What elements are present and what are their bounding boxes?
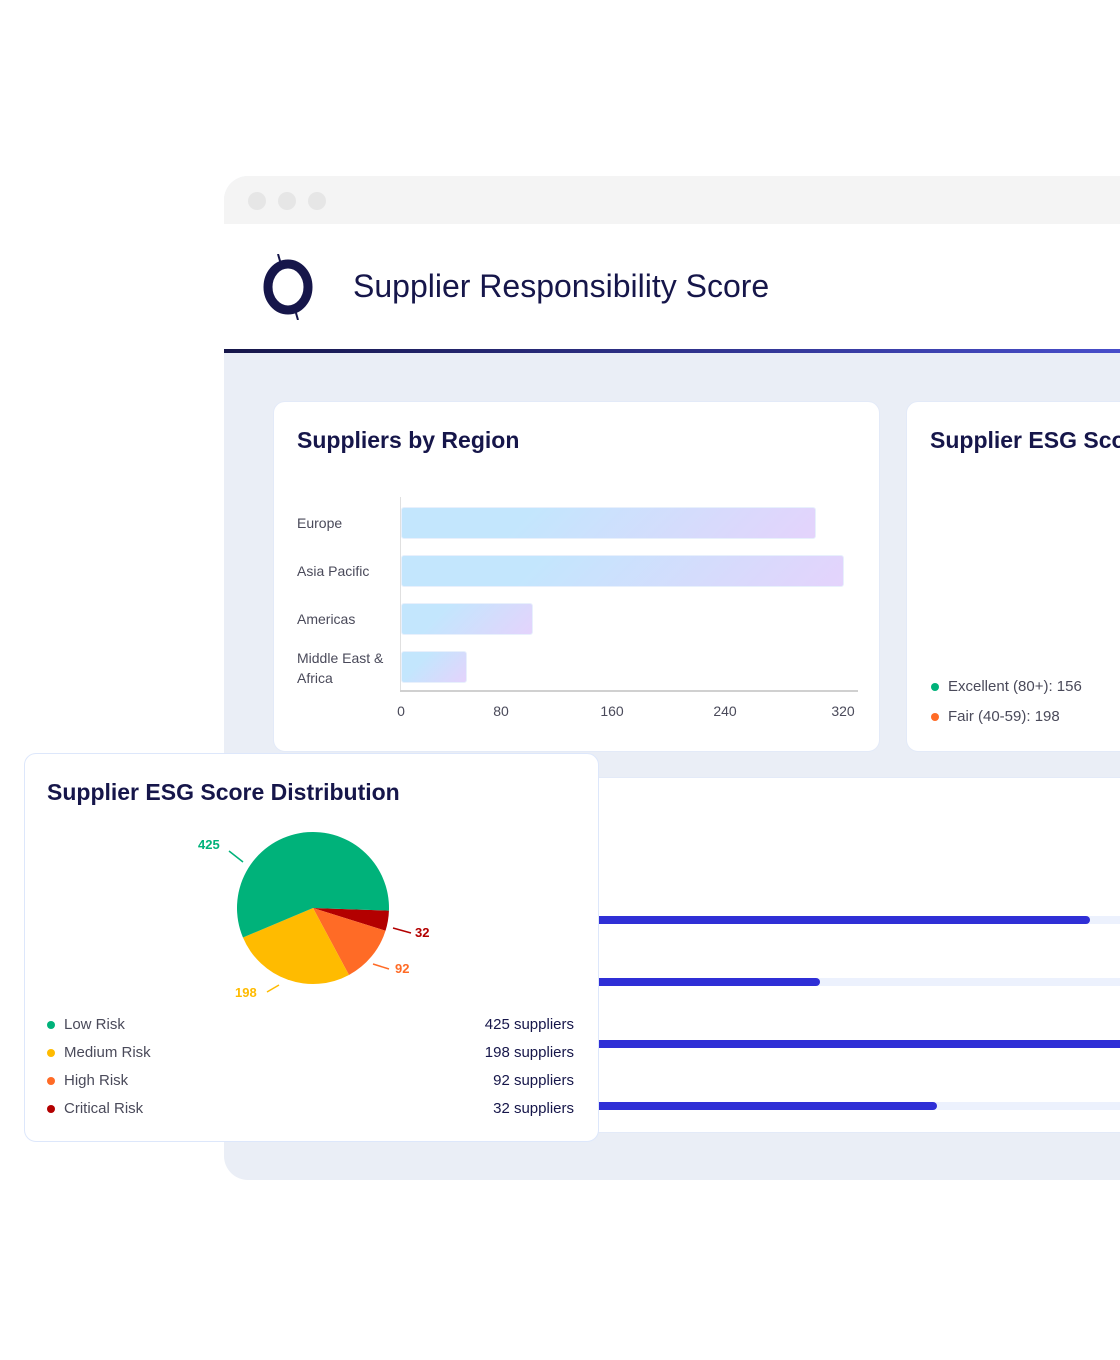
- pie-data-label: 425: [198, 837, 220, 852]
- x-tick-label: 240: [713, 703, 737, 719]
- window-maximize-dot[interactable]: [308, 192, 326, 210]
- suppliers-by-region-card: Suppliers by Region Europe Asia Pacific Am…: [273, 401, 880, 752]
- pie-data-label: 198: [235, 985, 257, 1000]
- y-tick-label: Europe: [297, 515, 343, 531]
- legend-dot: [47, 1104, 55, 1113]
- bar[interactable]: [401, 603, 533, 635]
- card-title: Supplier ESG Score Distribution: [47, 779, 400, 805]
- y-tick-label: Asia Pacific: [297, 563, 370, 579]
- x-axis: [400, 690, 858, 692]
- legend-dot: [47, 1048, 55, 1057]
- progress-bar: [235, 916, 1120, 924]
- legend-label: Critical Risk: [47, 1100, 143, 1117]
- legend-value: 32 suppliers: [493, 1100, 574, 1117]
- page-title: Supplier Responsibility Score: [353, 268, 770, 304]
- window-close-dot[interactable]: [248, 192, 266, 210]
- x-tick-label: 0: [397, 703, 405, 719]
- legend-row: Medium Risk 198 suppliers: [47, 1044, 574, 1061]
- legend-item: Fair (40-59): 198: [931, 708, 1060, 725]
- legend-value: 92 suppliers: [493, 1072, 574, 1089]
- progress-fill: [235, 1040, 1120, 1048]
- progress-fill: [235, 916, 1090, 924]
- legend-label: High Risk: [47, 1072, 128, 1089]
- label-leader-line: [228, 850, 244, 863]
- legend-dot: [931, 712, 939, 721]
- esg-pie-chart: [228, 832, 412, 993]
- pie-data-label: 92: [395, 961, 410, 976]
- legend-dot: [47, 1076, 55, 1085]
- pie-slice[interactable]: [242, 908, 349, 984]
- pie-data-label: 32: [415, 925, 430, 940]
- y-tick-label: Middle East & Africa: [297, 650, 384, 686]
- legend-row: High Risk 92 suppliers: [47, 1072, 574, 1089]
- legend-label: Low Risk: [47, 1016, 125, 1033]
- card-title: Suppliers by Region: [297, 427, 520, 453]
- legend-row: Critical Risk 32 suppliers: [47, 1100, 574, 1117]
- header-divider: [224, 349, 1120, 353]
- browser-window: Supplier Responsibility Score Suppliers …: [224, 176, 1120, 1180]
- x-tick-label: 160: [600, 703, 624, 719]
- pie-slice[interactable]: [313, 908, 386, 975]
- legend-label: Excellent (80+): 156: [948, 678, 1082, 695]
- y-tick-label: Americas: [297, 611, 356, 627]
- pie-slice[interactable]: [237, 832, 389, 938]
- label-leader-line: [266, 984, 280, 993]
- x-tick-label: 320: [831, 703, 855, 719]
- legend-label: Fair (40-59): 198: [948, 708, 1060, 725]
- legend-row: Low Risk 425 suppliers: [47, 1016, 574, 1033]
- legend-dot: [931, 682, 939, 691]
- pie-slice[interactable]: [313, 908, 389, 931]
- label-leader-line: [392, 927, 412, 934]
- progress-bar: [235, 1040, 1120, 1048]
- legend-value: 425 suppliers: [484, 1016, 574, 1033]
- esg-score-card-back: Supplier ESG Score Distribution Excellen…: [906, 401, 1120, 752]
- logo-icon: [263, 254, 313, 320]
- y-axis: [400, 497, 401, 691]
- app-header: Supplier Responsibility Score: [224, 224, 1120, 349]
- card-title: Supplier ESG Score Distribution: [930, 427, 1120, 453]
- window-minimize-dot[interactable]: [278, 192, 296, 210]
- legend-label: Medium Risk: [47, 1044, 151, 1061]
- legend-item: Excellent (80+): 156: [931, 678, 1082, 695]
- legend-dot: [47, 1020, 55, 1029]
- esg-score-distribution-card: Supplier ESG Score Distribution 32 92 198 4…: [24, 753, 599, 1142]
- x-tick-label: 80: [493, 703, 509, 719]
- label-leader-line: [372, 963, 390, 970]
- bar[interactable]: [401, 651, 468, 683]
- bar[interactable]: [401, 507, 817, 539]
- bar[interactable]: [401, 555, 844, 587]
- title-bar: [224, 176, 1120, 224]
- legend-value: 198 suppliers: [484, 1044, 574, 1061]
